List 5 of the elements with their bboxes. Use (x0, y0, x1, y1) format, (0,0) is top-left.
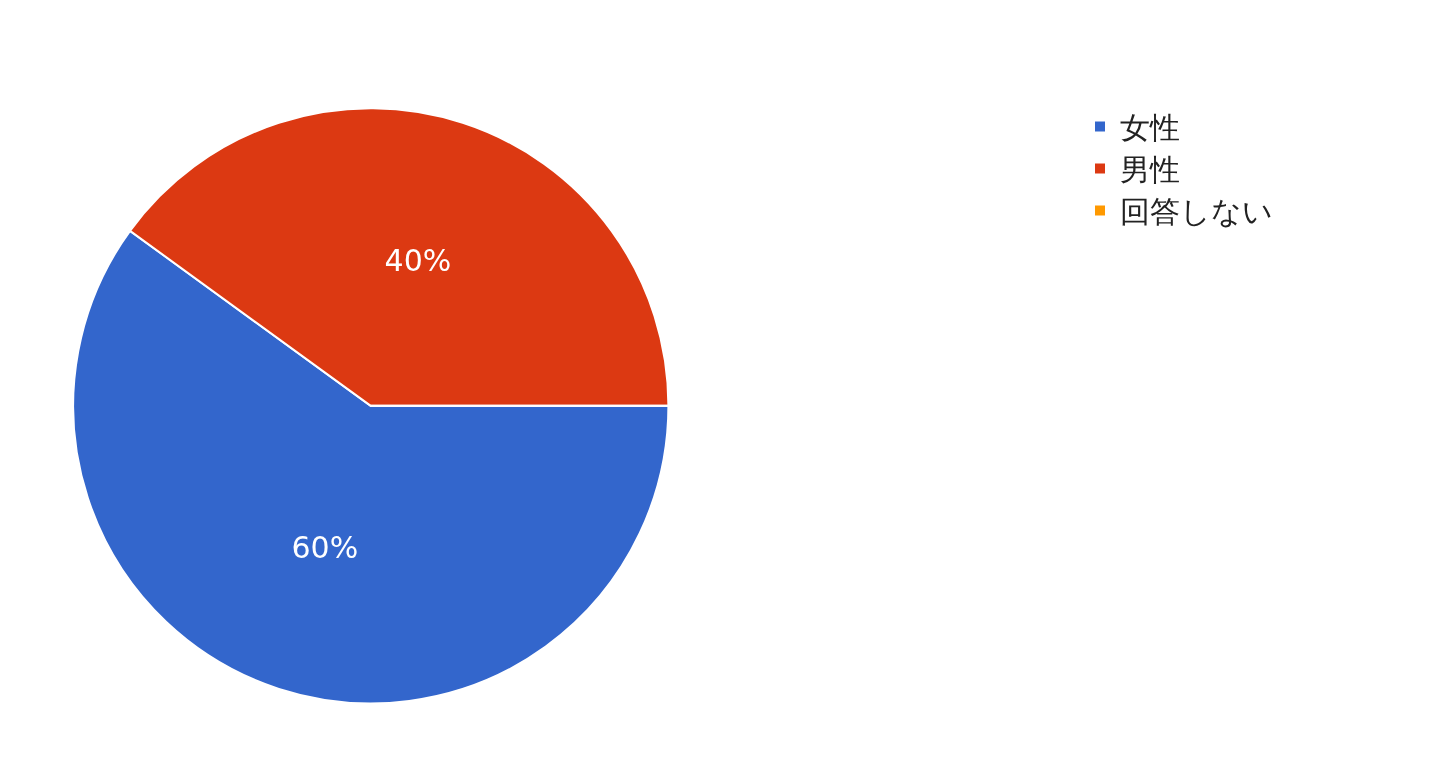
legend-label: 女性 (1120, 110, 1180, 146)
data-label: 60% (291, 529, 359, 565)
data-label: 40% (384, 243, 452, 279)
legend-label: 男性 (1120, 152, 1180, 188)
legend-label: 回答しない (1120, 194, 1273, 230)
